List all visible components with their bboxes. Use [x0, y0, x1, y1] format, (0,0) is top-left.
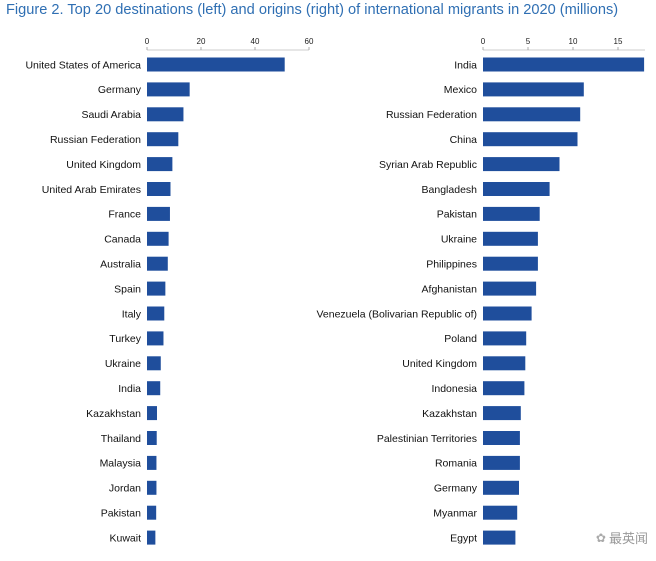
origin-category-label: Poland [444, 333, 477, 345]
destination-tick-label: 40 [251, 37, 260, 46]
origin-bar [483, 331, 527, 346]
destination-bar [147, 132, 179, 147]
destination-category-label: Kuwait [109, 532, 141, 544]
origins-panel: 0 5 10 15 India Mexico Russian Federation China… [316, 37, 645, 545]
wechat-icon: ✿ [595, 530, 606, 545]
watermark: ✿ 最英闻 [595, 528, 648, 548]
destination-bar [147, 431, 157, 445]
origin-bar [483, 281, 537, 296]
destination-bar [147, 231, 169, 246]
destination-category-label: Saudi Arabia [81, 109, 141, 121]
destination-category-label: Italy [122, 308, 142, 320]
origin-bar [483, 431, 520, 445]
origin-category-label: Kazakhstan [422, 408, 477, 420]
origin-bar [483, 406, 521, 421]
origin-category-label: India [454, 59, 477, 71]
origin-category-label: China [450, 134, 478, 146]
origin-bar [483, 206, 540, 221]
destination-bar [147, 480, 157, 495]
origin-category-label: Ukraine [441, 234, 477, 246]
chart-title: Figure 2. Top 20 destinations (left) and… [6, 2, 619, 18]
origin-bar [483, 157, 560, 172]
watermark-text: 最英闻 [608, 532, 648, 547]
origin-category-label: Egypt [450, 532, 477, 544]
destination-category-label: Germany [98, 84, 142, 96]
origin-category-label: Russian Federation [386, 109, 477, 121]
origin-category-label: Afghanistan [422, 283, 478, 295]
origin-category-label: Syrian Arab Republic [379, 159, 477, 171]
destination-bar [147, 356, 161, 371]
origin-bar [483, 231, 538, 246]
origin-tick-label: 0 [481, 37, 486, 46]
origin-bar [483, 57, 645, 72]
origin-bar [483, 530, 516, 545]
destination-bar [147, 82, 190, 97]
destination-bar [147, 107, 184, 122]
origin-category-label: Germany [434, 483, 478, 495]
origin-bar [483, 256, 538, 271]
destinations-panel: 0 20 40 60 United States of America Germany Sa… [25, 37, 314, 545]
origin-bar [483, 505, 518, 520]
destination-category-label: France [108, 209, 141, 221]
origin-tick-label: 5 [526, 37, 531, 46]
destination-category-label: India [118, 383, 141, 395]
destination-bar [147, 281, 166, 296]
destination-category-label: Kazakhstan [86, 408, 141, 420]
destination-bar [147, 455, 157, 470]
origin-category-label: Pakistan [437, 209, 477, 221]
origin-category-label: Philippines [426, 259, 477, 271]
destination-category-label: United States of America [25, 59, 141, 71]
destination-category-label: United Kingdom [66, 159, 141, 171]
destination-tick-label: 0 [145, 37, 150, 46]
origin-bar [483, 107, 581, 122]
origin-bar [483, 132, 578, 147]
destination-category-label: Spain [114, 283, 141, 295]
origin-category-label: Mexico [444, 84, 477, 96]
destination-bar [147, 381, 161, 396]
origin-category-label: Venezuela (Bolivarian Republic of) [316, 308, 477, 320]
destination-category-label: Turkey [109, 333, 141, 345]
destination-bar [147, 57, 285, 72]
destination-bar [147, 406, 157, 421]
origin-bar [483, 82, 584, 97]
destination-bar [147, 256, 168, 271]
destination-tick-label: 20 [197, 37, 206, 46]
destination-category-label: Australia [100, 259, 141, 271]
destination-bar [147, 157, 173, 172]
origin-bar [483, 306, 532, 321]
origin-category-label: United Kingdom [402, 358, 477, 370]
destination-bar [147, 331, 164, 346]
destination-category-label: Thailand [101, 433, 141, 445]
origin-bar [483, 381, 525, 396]
origin-bar [483, 480, 519, 495]
destination-bar [147, 182, 171, 196]
destination-category-label: Canada [104, 234, 141, 246]
origin-tick-label: 15 [614, 37, 623, 46]
origin-category-label: Myanmar [433, 508, 477, 520]
destination-category-label: Jordan [109, 483, 141, 495]
origin-category-label: Palestinian Territories [377, 433, 477, 445]
destination-category-label: Russian Federation [50, 134, 141, 146]
origin-category-label: Romania [435, 458, 477, 470]
destination-bar [147, 206, 170, 221]
origin-category-label: Bangladesh [422, 184, 478, 196]
origin-bar [483, 182, 550, 196]
destination-category-label: Ukraine [105, 358, 141, 370]
destination-category-label: United Arab Emirates [42, 184, 141, 196]
destination-bar [147, 306, 165, 321]
origin-bar [483, 356, 526, 371]
destination-bar [147, 530, 156, 545]
destination-category-label: Malaysia [100, 458, 142, 470]
origin-category-label: Indonesia [431, 383, 477, 395]
destination-category-label: Pakistan [101, 508, 141, 520]
destination-tick-label: 60 [305, 37, 314, 46]
destination-bar [147, 505, 157, 520]
origin-tick-label: 10 [569, 37, 578, 46]
origin-bar [483, 455, 520, 470]
